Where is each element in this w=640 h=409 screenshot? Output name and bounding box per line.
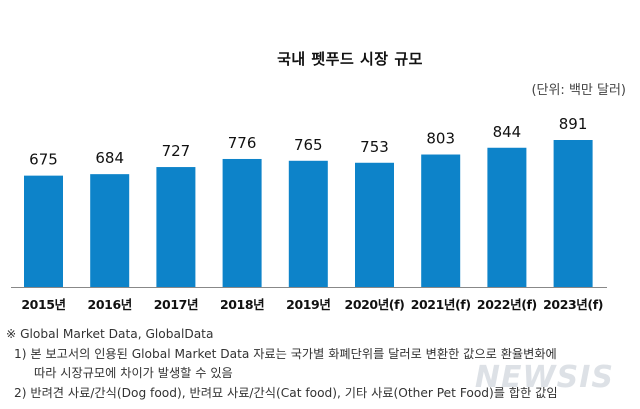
- data-label-2015년: 675: [29, 151, 58, 169]
- footnotes: ※ Global Market Data, GlobalData 1) 본 보고…: [6, 325, 636, 403]
- x-tick-label-2018년: 2018년: [220, 297, 264, 312]
- data-label-2020년(f): 753: [360, 138, 389, 156]
- chart-title: 국내 펫푸드 시장 규모: [277, 50, 423, 68]
- newsis-watermark: NEWSIS: [474, 360, 614, 395]
- note-1-line-2: 따라 시장규모에 차이가 발생할 수 있음: [34, 366, 233, 380]
- bar-2015년: [24, 175, 63, 287]
- x-tick-label-2022년(f): 2022년(f): [477, 297, 537, 312]
- data-label-2017년: 727: [162, 142, 191, 160]
- bar-2023년(f): [553, 140, 593, 287]
- x-tick-label-2016년: 2016년: [88, 297, 132, 312]
- data-label-2021년(f): 803: [426, 130, 455, 148]
- value-labels-group: 675 684 727 776 765 753 803 844 891: [29, 115, 587, 169]
- bars-group: [24, 140, 593, 287]
- data-label-2022년(f): 844: [493, 123, 522, 141]
- bar-2022년(f): [487, 147, 527, 287]
- note-2: 2) 반려견 사료/간식(Dog food), 반려묘 사료/간식(Cat fo…: [14, 385, 558, 400]
- bar-2017년: [156, 167, 196, 287]
- data-label-2023년(f): 891: [559, 115, 588, 133]
- x-labels-group: 2015년 2016년 2017년 2018년 2019년 2020년(f) 2021년(f…: [21, 297, 603, 312]
- data-label-2019년: 765: [294, 136, 323, 154]
- note-1-line-1: 1) 본 보고서의 인용된 Global Market Data 자료는 국가별…: [14, 346, 557, 361]
- unit-label: (단위: 백만 달러): [531, 83, 626, 98]
- bar-2021년(f): [421, 154, 461, 287]
- source-note: ※ Global Market Data, GlobalData: [6, 327, 214, 341]
- x-tick-label-2023년(f): 2023년(f): [543, 297, 603, 312]
- x-tick-label-2020년(f): 2020년(f): [345, 297, 405, 312]
- x-tick-label-2019년: 2019년: [286, 297, 330, 312]
- data-label-2018년: 776: [228, 134, 257, 152]
- bar-2018년: [222, 158, 262, 287]
- data-label-2016년: 684: [95, 149, 124, 167]
- x-tick-label-2015년: 2015년: [21, 297, 65, 312]
- bar-2019년: [288, 160, 328, 287]
- bar-2020년(f): [355, 162, 394, 287]
- bar-2016년: [90, 174, 130, 287]
- x-tick-label-2021년(f): 2021년(f): [411, 297, 471, 312]
- bar-chart: 675 684 727 776 765 753 803 844 891 2015년 2016년 20…: [11, 115, 607, 312]
- x-tick-label-2017년: 2017년: [154, 297, 198, 312]
